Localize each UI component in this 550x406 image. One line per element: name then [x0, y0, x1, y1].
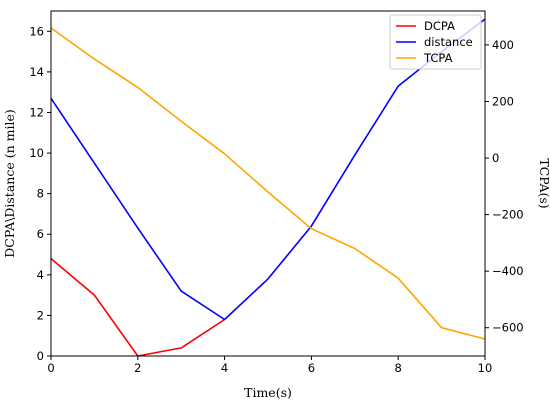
x-tick-label: 0 [47, 361, 54, 375]
x-tick-label: 6 [308, 361, 315, 375]
y-right-tick-label: −200 [492, 208, 524, 222]
y-right-tick-label: 0 [492, 151, 499, 165]
legend-label-dcpa: DCPA [424, 19, 455, 33]
y-left-tick-label: 12 [29, 105, 44, 119]
legend-label-tcpa: TCPA [423, 51, 453, 65]
y-right-tick-label: 400 [492, 38, 514, 52]
y-right-tick-label: −600 [492, 321, 524, 335]
series-line-tcpa [50, 27, 486, 340]
x-tick-label: 10 [478, 361, 493, 375]
y-left-tick-label: 0 [37, 349, 44, 363]
legend-box [389, 14, 482, 70]
series-line-dcpa [50, 257, 226, 357]
y-left-tick-label: 8 [37, 187, 44, 201]
y-left-tick-label: 6 [37, 227, 44, 241]
plot-frame [50, 10, 486, 357]
series-layer [50, 18, 486, 357]
y-right-tick-label: 200 [492, 94, 514, 108]
y-left-tick-label: 2 [37, 308, 44, 322]
x-tick-label: 4 [221, 361, 228, 375]
y-axis-left-label: DCPA\Distance (n mile) [2, 109, 17, 257]
legend-entries: DCPA distance TCPA [396, 19, 473, 65]
x-axis-label: Time(s) [244, 385, 292, 400]
y-left-tick-label: 16 [29, 24, 44, 38]
y-left-tick-label: 14 [29, 65, 44, 79]
y-right-tick-label: −400 [492, 264, 524, 278]
x-tick-label: 8 [395, 361, 402, 375]
y-axis-right-label: TCPA(s) [537, 158, 550, 208]
y-left-tick-label: 4 [37, 268, 44, 282]
series-line-distance [50, 18, 486, 321]
legend: DCPA distance TCPA [389, 14, 482, 70]
y-left-tick-label: 10 [29, 146, 44, 160]
x-tick-label: 2 [134, 361, 141, 375]
ticks-layer: 0 2 4 6 8 10 0 2 4 6 8 10 12 14 16 −600 −400 −200 0 200 400 [29, 24, 523, 375]
legend-label-distance: distance [424, 35, 473, 49]
